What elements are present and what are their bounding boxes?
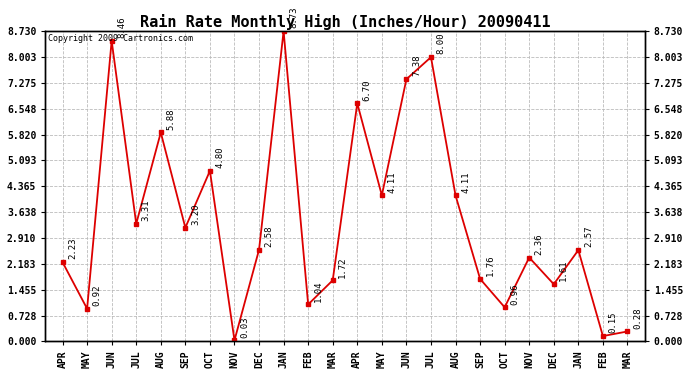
Text: 7.38: 7.38 (412, 55, 421, 76)
Text: 5.88: 5.88 (166, 108, 175, 130)
Text: 1.76: 1.76 (486, 255, 495, 276)
Text: 0.28: 0.28 (633, 307, 642, 328)
Text: 2.58: 2.58 (264, 225, 274, 247)
Text: 0.15: 0.15 (609, 312, 618, 333)
Text: 1.61: 1.61 (560, 260, 569, 281)
Text: 4.80: 4.80 (215, 147, 224, 168)
Text: 0.92: 0.92 (92, 284, 101, 306)
Text: 2.57: 2.57 (584, 226, 593, 247)
Text: 1.72: 1.72 (338, 256, 347, 278)
Text: 4.11: 4.11 (387, 171, 396, 193)
Text: Copyright 2009 Cartronics.com: Copyright 2009 Cartronics.com (48, 34, 193, 44)
Text: 8.46: 8.46 (117, 16, 126, 38)
Text: 1.04: 1.04 (314, 280, 323, 302)
Title: Rain Rate Monthly High (Inches/Hour) 20090411: Rain Rate Monthly High (Inches/Hour) 200… (139, 14, 551, 30)
Text: 3.20: 3.20 (191, 203, 200, 225)
Text: 0.03: 0.03 (240, 316, 249, 338)
Text: 6.70: 6.70 (363, 79, 372, 100)
Text: 4.11: 4.11 (461, 171, 470, 193)
Text: 8.73: 8.73 (289, 7, 298, 28)
Text: 2.36: 2.36 (535, 233, 544, 255)
Text: 2.23: 2.23 (68, 238, 77, 260)
Text: 3.31: 3.31 (141, 200, 151, 221)
Text: 0.96: 0.96 (510, 283, 519, 304)
Text: 8.00: 8.00 (437, 33, 446, 54)
